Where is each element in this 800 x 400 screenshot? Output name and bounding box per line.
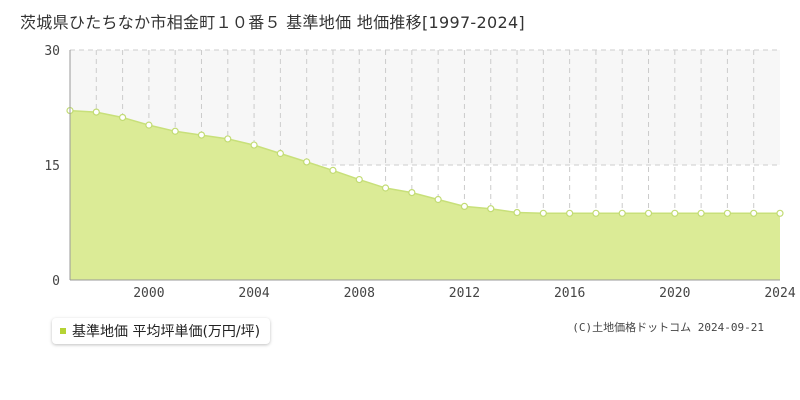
data-point bbox=[250, 141, 258, 149]
data-point bbox=[145, 121, 153, 129]
x-tick-label: 2020 bbox=[659, 286, 690, 301]
data-point bbox=[671, 209, 679, 217]
legend-label: 基準地価 平均坪単価(万円/坪) bbox=[72, 324, 261, 340]
y-tick-label: 0 bbox=[52, 274, 60, 289]
data-point bbox=[539, 209, 547, 217]
x-tick-labels: 2000 2004 2008 2012 2016 2020 2024 bbox=[133, 286, 796, 301]
data-point bbox=[723, 209, 732, 217]
data-point bbox=[460, 202, 469, 210]
x-tick-label: 2008 bbox=[344, 286, 375, 301]
data-point bbox=[618, 209, 626, 217]
data-point bbox=[592, 209, 600, 217]
data-point bbox=[118, 113, 127, 122]
data-point bbox=[566, 209, 574, 217]
data-point bbox=[513, 208, 521, 217]
data-point bbox=[644, 209, 653, 217]
data-point bbox=[408, 189, 416, 197]
y-tick-labels: 0 15 30 bbox=[44, 44, 60, 289]
data-point bbox=[750, 209, 758, 217]
x-tick-label: 2004 bbox=[238, 286, 269, 301]
data-point bbox=[434, 195, 442, 204]
data-point bbox=[303, 158, 311, 166]
legend-swatch bbox=[60, 328, 66, 334]
data-point bbox=[355, 175, 363, 184]
data-point bbox=[697, 209, 705, 217]
y-tick-label: 15 bbox=[44, 159, 60, 174]
data-point bbox=[776, 209, 784, 217]
credit-text: (C)土地価格ドットコム 2024-09-21 bbox=[572, 321, 764, 334]
legend: 基準地価 平均坪単価(万円/坪) bbox=[52, 318, 271, 344]
data-point bbox=[487, 205, 495, 213]
data-point bbox=[171, 127, 179, 135]
x-tick-label: 2000 bbox=[133, 286, 164, 301]
x-tick-label: 2024 bbox=[764, 286, 795, 301]
data-point bbox=[92, 108, 100, 116]
data-point bbox=[276, 149, 284, 158]
series-area bbox=[70, 110, 780, 280]
chart-title: 茨城県ひたちなか市相金町１０番５ 基準地価 地価推移[1997-2024] bbox=[20, 13, 525, 32]
data-point bbox=[224, 135, 232, 143]
series-line bbox=[69, 109, 780, 215]
x-tick-label: 2012 bbox=[449, 286, 480, 301]
x-tick-label: 2016 bbox=[554, 286, 585, 301]
data-point bbox=[329, 166, 337, 174]
data-point bbox=[197, 131, 206, 139]
series-markers bbox=[66, 106, 784, 217]
data-point bbox=[381, 184, 390, 192]
y-tick-label: 30 bbox=[44, 44, 60, 59]
